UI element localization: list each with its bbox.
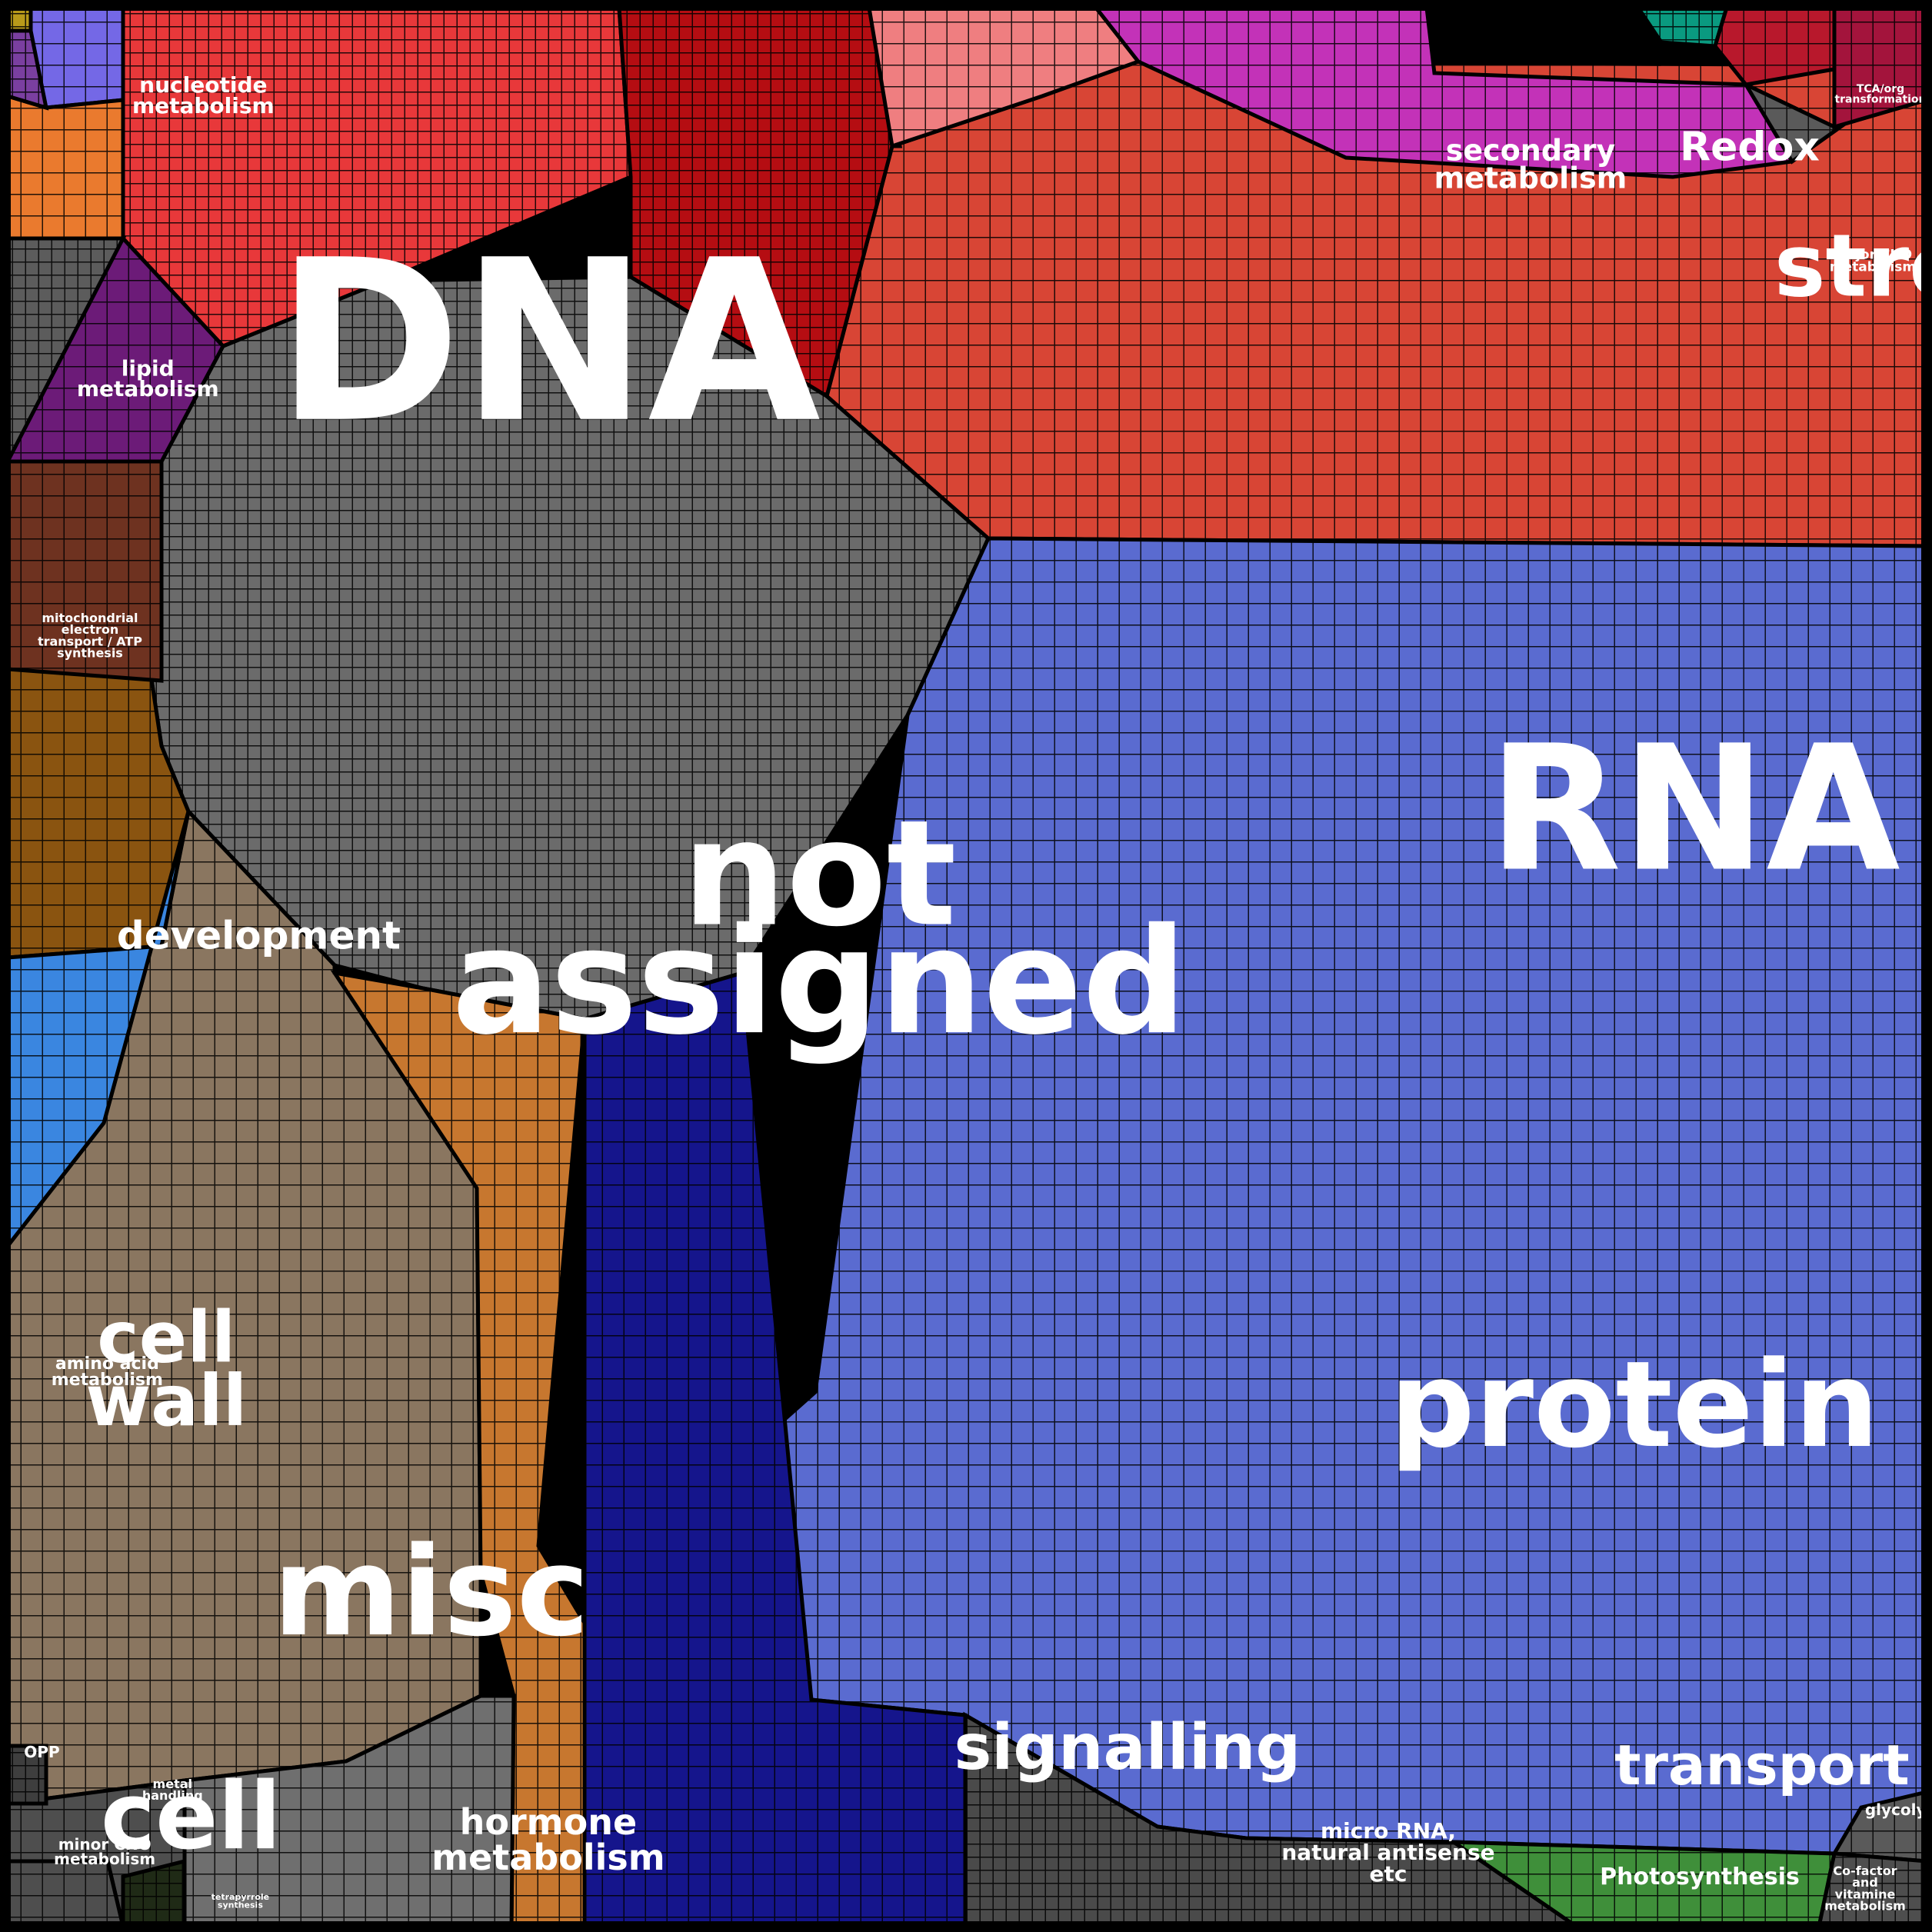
region-mesh-minor-cho <box>5 1859 126 1929</box>
label-dna: DNA <box>276 213 822 472</box>
label-opp: OPP <box>24 1743 59 1761</box>
label-secondary-metabolism: secondary metabolism <box>1434 133 1627 195</box>
label-cell: cell <box>101 1764 281 1870</box>
label-metal-handling: metal handling <box>142 1777 203 1803</box>
label-lipid-metabolism: lipid metabolism <box>77 356 219 402</box>
cells-layer <box>5 5 1929 1929</box>
label-transport: transport <box>1614 1733 1910 1797</box>
label-misc: misc <box>273 1520 590 1664</box>
label-cell-wall: cell wall <box>85 1296 247 1442</box>
label-amino-acid-metabolism: amino acid metabolism <box>52 1354 163 1390</box>
label-tca: TCA/org transformation <box>1834 83 1926 105</box>
label-tetrapyrrole: tetrapyrrole synthesis <box>212 1892 270 1910</box>
label-signalling: signalling <box>954 1711 1301 1784</box>
label-major-cho: major CHO metabolism <box>1830 247 1916 275</box>
label-cofactor: Co-factor and vitamine metabolism <box>1824 1864 1906 1914</box>
label-nucleotide-metabolism: nucleotide metabolism <box>132 72 275 118</box>
label-minor-cho: minor CHO metabolism <box>54 1835 155 1868</box>
label-glycolysis: glycolysis <box>1865 1800 1932 1819</box>
label-mitochondrial: mitochondrial electron transport / ATP synt… <box>38 611 142 661</box>
label-micro-rna: micro RNA, natural antisense etc <box>1281 1818 1494 1887</box>
label-photosynthesis: Photosynthesis <box>1600 1864 1800 1890</box>
label-stress: stress <box>1774 216 1932 316</box>
label-rna: RNA <box>1488 708 1900 910</box>
label-development: development <box>117 914 401 958</box>
label-redox: Redox <box>1680 124 1820 170</box>
region-mesh-yellow-corner <box>5 5 33 33</box>
label-hormone-metabolism: hormone metabolism <box>431 1801 665 1878</box>
label-not-assigned: not assigned <box>452 789 1188 1068</box>
label-protein: protein <box>1390 1335 1880 1474</box>
region-mesh-lipid-metabolism <box>5 93 125 241</box>
